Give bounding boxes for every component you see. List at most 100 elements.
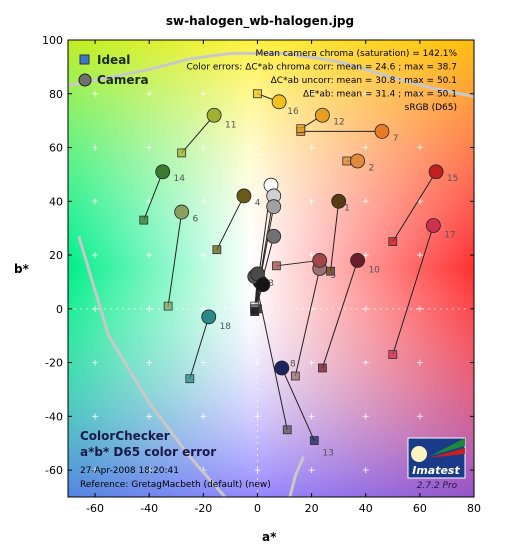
camera-marker-11: [206, 107, 222, 123]
patch-markers: [139, 89, 444, 445]
error-line-8: [254, 276, 288, 430]
logo-name: Imatest: [412, 464, 460, 477]
camera-marker-17: [425, 218, 441, 233]
patch-label: 3: [268, 279, 274, 289]
imatest-logo: Imatest 2.7.2 Pro: [407, 437, 466, 491]
axes: -60 -40 -20 0 20 40 60 80 -60 -40 -20 0 20 40 60 80 100: [42, 34, 481, 515]
camera-marker-10: [350, 253, 366, 268]
legend-ideal-label: Ideal: [97, 53, 130, 67]
bottom-info: ColorChecker a*b* D65 color error 27-Apr-2…: [80, 429, 271, 490]
x-tick-label: -20: [194, 502, 212, 515]
info-date: 27-Apr-2008 18:20:41: [80, 466, 179, 476]
error-line-4: [216, 195, 245, 250]
error-line-1: [330, 201, 340, 272]
ideal-marker-10: [318, 363, 327, 373]
x-axis-label: a*: [262, 530, 277, 544]
error-line-15: [392, 171, 437, 242]
patch-label: 13: [322, 448, 333, 458]
error-line-6: [167, 211, 183, 307]
x-tick-label: 40: [359, 502, 373, 515]
patch-label: 15: [447, 174, 458, 184]
patch-label: 5: [331, 271, 337, 281]
patch-label: 11: [225, 120, 236, 130]
y-tick-label: 40: [49, 195, 63, 208]
patch-label: 1: [344, 204, 350, 214]
x-tick-label: 20: [305, 502, 319, 515]
stats-line: ΔC*ab uncorr: mean = 30.8 ; max = 50.1: [271, 76, 457, 86]
gamut-curve-bottom: [288, 456, 305, 497]
gamut-curve-left: [77, 235, 227, 497]
y-tick-label: -40: [45, 410, 63, 423]
y-tick-label: 60: [49, 142, 63, 155]
ideal-marker-6: [163, 301, 173, 311]
legend-ideal-swatch: [79, 54, 90, 65]
camera-marker-21: [266, 199, 282, 215]
camera-marker-16: [271, 94, 287, 110]
error-line-17: [392, 225, 434, 355]
x-tick-label: -60: [86, 502, 104, 515]
camera-marker-24: [255, 277, 271, 293]
y-tick-label: -60: [45, 464, 63, 477]
camera-marker-2: [350, 153, 366, 169]
y-tick-label: 80: [49, 88, 63, 101]
logo-sun: [411, 446, 427, 462]
info-title: ColorChecker: [80, 429, 170, 443]
stats-line: Mean camera chroma (saturation) = 142.1%: [255, 49, 457, 59]
camera-marker-18: [201, 309, 217, 325]
ideal-marker-17: [388, 350, 398, 359]
error-line-14: [143, 171, 164, 221]
camera-marker-13: [274, 360, 290, 376]
camera-marker-6: [174, 204, 190, 220]
patch-label: 16: [287, 107, 299, 117]
info-subtitle: a*b* D65 color error: [80, 445, 216, 459]
error-line-18: [189, 316, 210, 379]
x-tick-label: 60: [413, 502, 427, 515]
stats-line: sRGB (D65): [405, 103, 457, 113]
stats-line: ΔE*ab: mean = 31.4 ; max = 50.1: [303, 90, 457, 100]
ideal-marker-8: [282, 425, 292, 435]
gamut-curve-top: [68, 51, 474, 98]
stats-line: Color errors: ΔC*ab chroma corr: mean = …: [187, 63, 457, 73]
ideal-marker-5: [290, 371, 300, 381]
y-tick-label: 0: [56, 303, 63, 316]
patch-label: 4: [255, 198, 261, 208]
stats-block: Mean camera chroma (saturation) = 142.1%…: [187, 49, 458, 113]
camera-marker-9: [312, 253, 328, 268]
error-line-13: [281, 367, 315, 441]
camera-marker-22: [266, 228, 282, 244]
x-tick-label: 80: [467, 502, 481, 515]
patch-label: 18: [220, 322, 232, 332]
error-line-21: [254, 206, 275, 309]
ideal-marker-13: [309, 436, 319, 445]
ideal-marker-16: [253, 89, 262, 99]
patch-label: 14: [174, 174, 186, 184]
ideal-marker-11: [177, 148, 187, 158]
ideal-marker-4: [212, 245, 222, 255]
patch-label: 12: [333, 118, 344, 128]
ideal-marker-18: [185, 374, 195, 384]
logo-version: 2.7.2 Pro: [417, 481, 458, 491]
legend: Ideal Camera: [78, 53, 149, 87]
ideal-marker-24: [250, 307, 260, 316]
legend-camera-swatch: [78, 73, 92, 87]
legend-camera-label: Camera: [97, 73, 149, 87]
camera-marker-12: [315, 107, 330, 123]
patch-label: 7: [393, 134, 399, 144]
plot-frame: [67, 39, 475, 498]
ideal-marker-9: [272, 261, 281, 271]
error-line-10: [321, 260, 359, 369]
y-tick-label: 20: [49, 249, 63, 262]
error-line-5: [294, 268, 321, 377]
info-reference: Reference: GretagMacbeth (default) (new): [80, 480, 271, 490]
y-tick-label: -20: [45, 357, 63, 370]
camera-marker-1: [331, 193, 347, 209]
ideal-marker-12: [296, 124, 306, 134]
camera-marker-14: [155, 164, 171, 180]
x-tick-label: -40: [140, 502, 158, 515]
camera-marker-4: [236, 188, 252, 204]
patch-label: 17: [444, 231, 455, 241]
error-line-11: [181, 114, 215, 154]
ideal-marker-2: [342, 156, 352, 166]
ideal-marker-14: [139, 215, 149, 225]
